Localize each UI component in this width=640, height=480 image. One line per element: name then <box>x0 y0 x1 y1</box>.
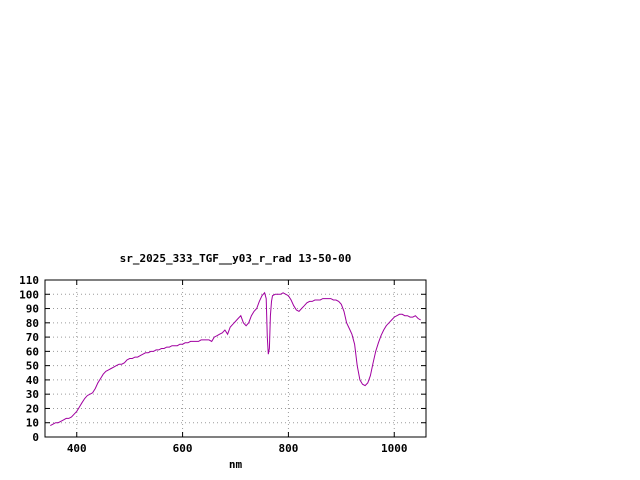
x-axis-label: nm <box>228 458 243 471</box>
y-tick-label: 20 <box>26 402 39 415</box>
x-tick-label: 800 <box>278 442 298 455</box>
x-tick-label: 400 <box>67 442 87 455</box>
y-tick-label: 0 <box>32 431 39 444</box>
y-tick-label: 40 <box>26 374 39 387</box>
y-tick-label: 10 <box>26 417 39 430</box>
y-tick-label: 110 <box>19 274 39 287</box>
y-tick-label: 90 <box>26 303 39 316</box>
y-tick-label: 70 <box>26 331 39 344</box>
y-tick-label: 60 <box>26 345 39 358</box>
x-tick-label: 600 <box>173 442 193 455</box>
plot-border <box>44 279 427 438</box>
y-tick-label: 30 <box>26 388 39 401</box>
y-tick-label: 80 <box>26 317 39 330</box>
chart-title: sr_2025_333_TGF__y03_r_rad 13-50-00 <box>119 252 352 265</box>
y-tick-label: 50 <box>26 360 39 373</box>
spectrum-line <box>50 291 421 427</box>
y-tick-label: 100 <box>19 288 39 301</box>
x-tick-label: 1000 <box>381 442 408 455</box>
